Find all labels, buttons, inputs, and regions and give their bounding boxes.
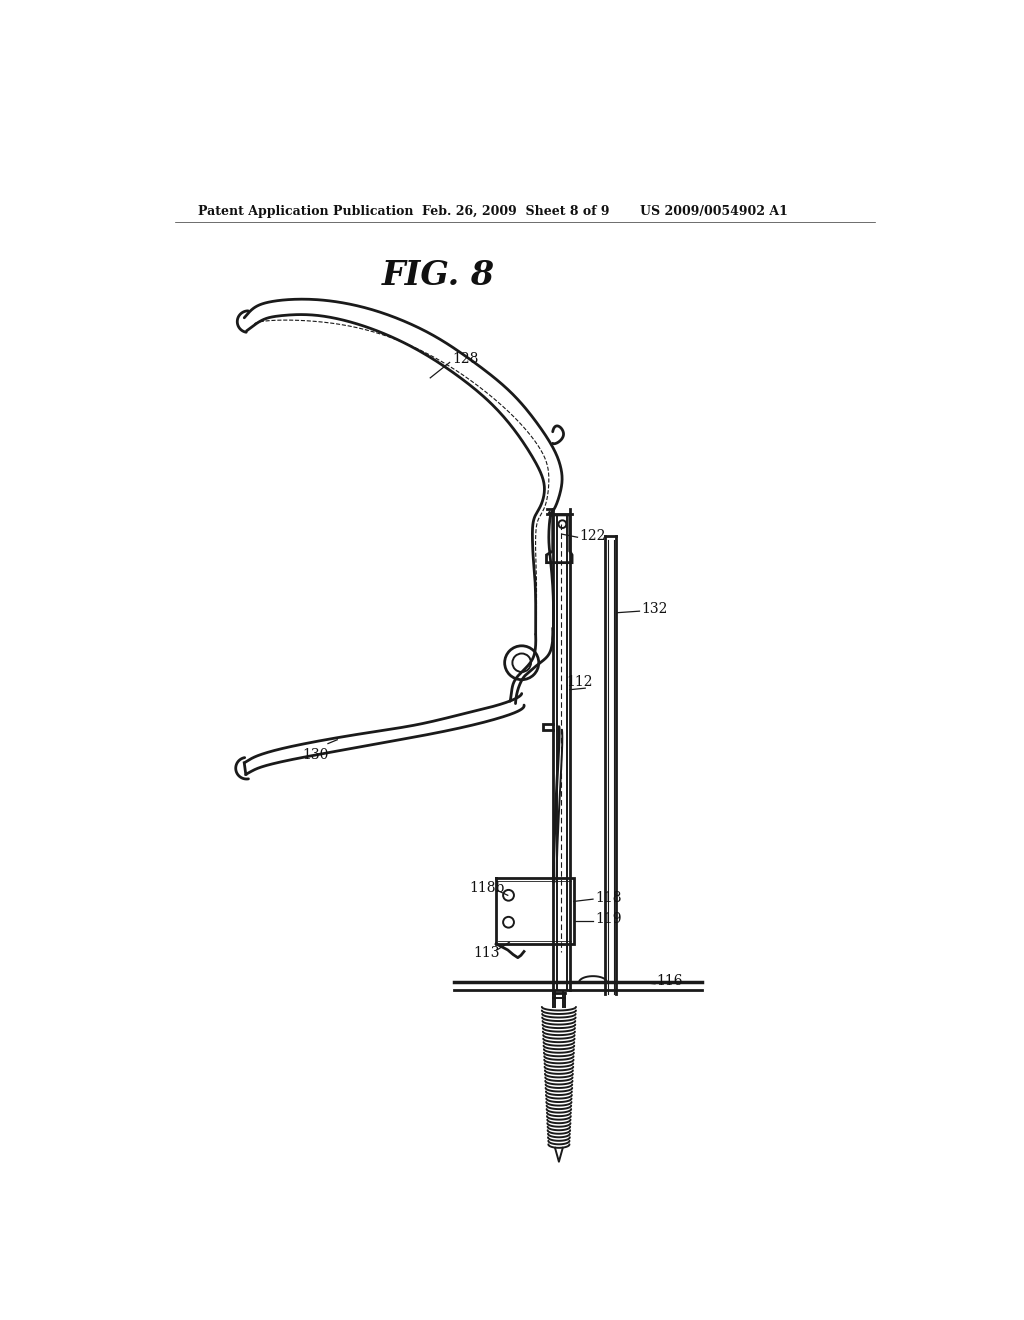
- Text: US 2009/0054902 A1: US 2009/0054902 A1: [640, 205, 787, 218]
- Text: 118b: 118b: [469, 882, 505, 895]
- Text: 113: 113: [473, 946, 500, 960]
- Text: Patent Application Publication: Patent Application Publication: [198, 205, 414, 218]
- Text: 118: 118: [595, 891, 622, 904]
- Text: 116: 116: [656, 974, 683, 987]
- Text: FIG. 8: FIG. 8: [381, 259, 495, 292]
- Text: 122: 122: [579, 529, 605, 543]
- Text: 130: 130: [302, 748, 329, 762]
- Text: 112: 112: [566, 675, 592, 689]
- Text: Feb. 26, 2009  Sheet 8 of 9: Feb. 26, 2009 Sheet 8 of 9: [423, 205, 610, 218]
- Text: 132: 132: [641, 602, 668, 616]
- Text: 128: 128: [452, 351, 478, 366]
- Text: 119: 119: [595, 912, 622, 927]
